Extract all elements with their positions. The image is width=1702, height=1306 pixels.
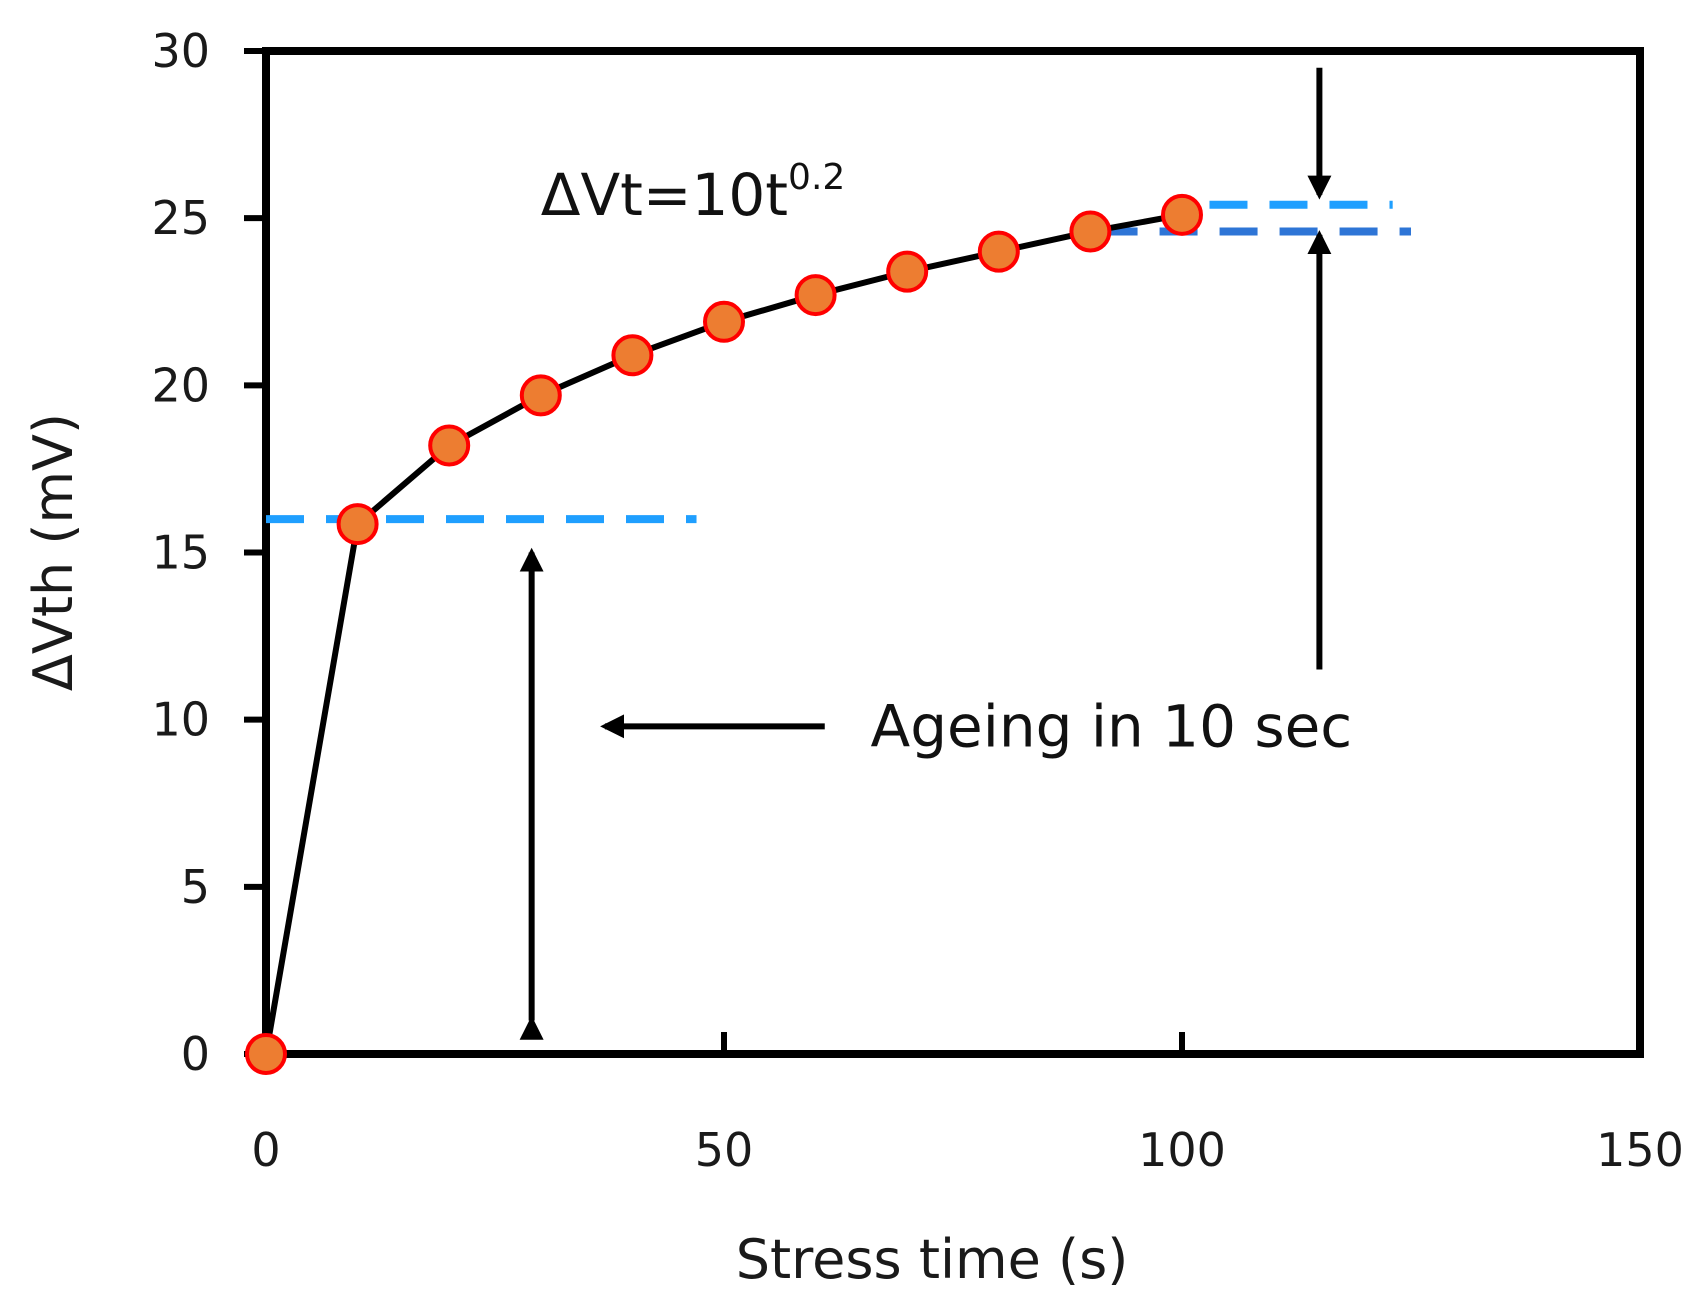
x-tick-label: 50 xyxy=(695,1123,754,1177)
data-point xyxy=(1161,193,1203,236)
y-axis-title: ΔVth (mV) xyxy=(22,413,85,691)
x-tick-label: 150 xyxy=(1596,1123,1684,1177)
x-tick-label: 100 xyxy=(1138,1123,1226,1177)
equation-annotation: ΔVt=10t0.2 xyxy=(541,157,846,229)
equation-exponent: 0.2 xyxy=(788,157,845,198)
series-points-group xyxy=(245,193,1203,1075)
x-tick-label: 0 xyxy=(251,1123,280,1177)
equation-main: ΔVt=10t xyxy=(541,161,788,229)
data-point xyxy=(977,230,1020,273)
data-point xyxy=(794,274,837,317)
y-tick-label: 0 xyxy=(181,1027,210,1081)
ageing-label: Ageing in 10 sec xyxy=(871,692,1353,760)
data-point xyxy=(611,334,654,377)
data-point xyxy=(428,424,471,467)
y-tick-label: 25 xyxy=(151,191,210,245)
data-point xyxy=(519,374,562,417)
x-axis-title: Stress time (s) xyxy=(736,1228,1129,1291)
y-tick-label: 5 xyxy=(181,860,210,914)
data-point xyxy=(245,1033,287,1075)
y-axis: 0 5 10 15 20 25 30 xyxy=(151,24,266,1081)
y-tick-label: 10 xyxy=(151,693,210,747)
data-point xyxy=(703,300,745,343)
plot-area-frame xyxy=(262,47,1644,1058)
x-axis: 0 50 100 150 xyxy=(251,1032,1684,1177)
data-point xyxy=(336,503,379,546)
reference-lines xyxy=(266,200,1411,524)
y-tick-label: 20 xyxy=(151,358,210,412)
data-point xyxy=(886,250,929,293)
y-tick-label: 15 xyxy=(151,526,210,580)
y-tick-label: 30 xyxy=(151,24,210,78)
data-point xyxy=(1069,210,1112,253)
annotation-arrows xyxy=(519,67,1332,1040)
